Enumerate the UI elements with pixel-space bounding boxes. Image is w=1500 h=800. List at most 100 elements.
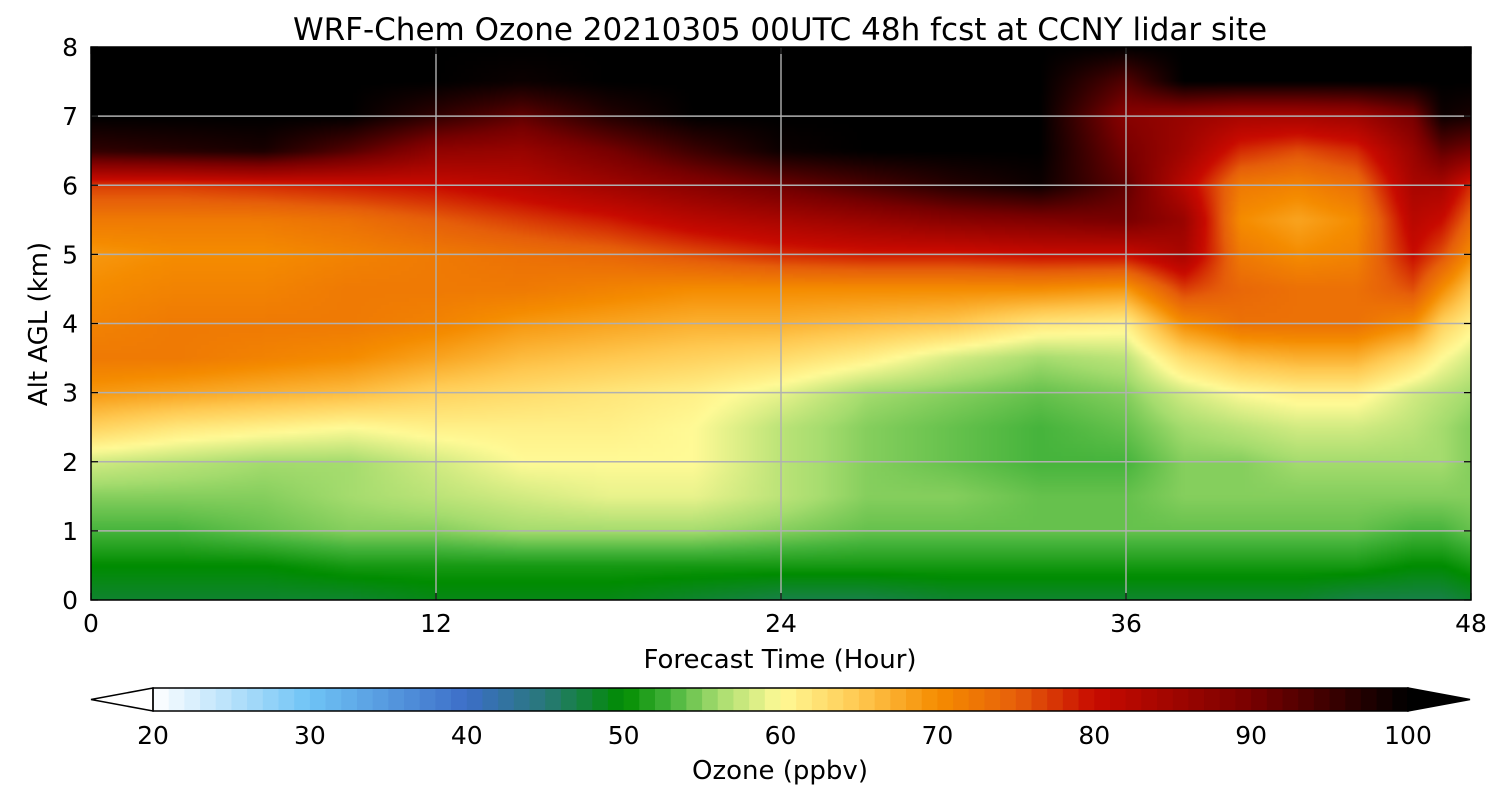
colorbar-segment [796, 688, 813, 711]
y-tick-label: 8 [62, 33, 78, 62]
colorbar-segment [890, 688, 907, 711]
colorbar-segment [153, 688, 170, 711]
colorbar-segment [372, 688, 389, 711]
colorbar-segment [513, 688, 531, 711]
colorbar-segment [215, 688, 233, 711]
x-tick-label: 24 [765, 609, 797, 638]
colorbar-segment [309, 688, 327, 711]
colorbar-segment [451, 688, 468, 711]
x-tick-label: 12 [420, 609, 452, 638]
x-axis-label: Forecast Time (Hour) [643, 645, 916, 675]
colorbar-segment [749, 688, 766, 711]
colorbar-segment [1376, 688, 1393, 711]
x-tick-label: 48 [1455, 609, 1487, 638]
colorbar-segment [686, 688, 703, 711]
colorbar-segment [498, 688, 515, 711]
colorbar-segment [404, 688, 421, 711]
x-axis-ticks: 0 12 24 36 48 [83, 47, 1487, 638]
colorbar-segment [184, 688, 201, 711]
y-axis-label: Alt AGL (km) [24, 242, 54, 406]
colorbar-segment [200, 688, 217, 711]
colorbar-segment [937, 688, 954, 711]
colorbar-segment [466, 688, 484, 711]
y-tick-label: 6 [62, 171, 78, 200]
y-tick-label: 5 [62, 240, 78, 269]
colorbar-segment [1000, 688, 1017, 711]
colorbar-segment [1172, 688, 1189, 711]
colorbar-segment [874, 688, 891, 711]
colorbar-segment [733, 688, 750, 711]
x-tick-label: 0 [83, 609, 99, 638]
colorbar-segment [1078, 688, 1095, 711]
colorbar-tick-label: 80 [1078, 721, 1110, 750]
colorbar-segment [1141, 688, 1158, 711]
colorbar-tick-label: 100 [1384, 721, 1432, 750]
colorbar-segment [262, 688, 280, 711]
colorbar-segment [968, 688, 986, 711]
x-tick-label: 36 [1110, 609, 1142, 638]
colorbar-segment [953, 688, 970, 711]
colorbar-segment [906, 688, 923, 711]
colorbar-segment [1266, 688, 1284, 711]
colorbar-extend-low [90, 687, 154, 712]
colorbar-segment [827, 688, 844, 711]
colorbar-segment [482, 688, 499, 711]
y-axis-ticks: 0 1 2 3 4 5 6 7 8 [62, 33, 1471, 615]
colorbar-segment [278, 688, 295, 711]
colorbar-segment [576, 688, 593, 711]
colorbar-segment [921, 688, 938, 711]
colorbar-segment [592, 688, 609, 711]
colorbar-segment [1360, 688, 1378, 711]
y-tick-label: 0 [62, 586, 78, 615]
colorbar-segment [780, 688, 797, 711]
colorbar-segment [1047, 688, 1064, 711]
colorbar-tick-label: 90 [1235, 721, 1267, 750]
colorbar-segment [325, 688, 342, 711]
y-tick-label: 2 [62, 448, 78, 477]
colorbar-segment [858, 688, 876, 711]
colorbar-segment [764, 688, 782, 711]
colorbar-segment [843, 688, 860, 711]
colorbar [90, 687, 1471, 712]
colorbar-segment [1345, 688, 1362, 711]
colorbar-segment [702, 688, 719, 711]
grid-lines [91, 47, 1471, 600]
colorbar-segment [1031, 688, 1048, 711]
y-tick-label: 3 [62, 379, 78, 408]
colorbar-segment [1282, 688, 1299, 711]
colorbar-segment [560, 688, 578, 711]
y-tick-label: 7 [62, 102, 78, 131]
colorbar-tick-label: 50 [608, 721, 640, 750]
colorbar-segment [1329, 688, 1346, 711]
colorbar-segment [1251, 688, 1268, 711]
colorbar-segment [435, 688, 452, 711]
colorbar-frame [152, 687, 1409, 712]
colorbar-segment [1204, 688, 1221, 711]
colorbar-segment [1157, 688, 1174, 711]
colorbar-segment [247, 688, 264, 711]
colorbar-tick-label: 20 [137, 721, 169, 750]
colorbar-segment [1125, 688, 1142, 711]
colorbar-label: Ozone (ppbv) [692, 756, 868, 786]
colorbar-segment [545, 688, 562, 711]
colorbar-segment [623, 688, 640, 711]
colorbar-segment [1015, 688, 1033, 711]
colorbar-ticks: 20 30 40 50 60 70 80 90 100 [137, 721, 1432, 750]
colorbar-segment [655, 688, 672, 711]
colorbar-segment [231, 688, 248, 711]
colorbar-segment [1062, 688, 1080, 711]
y-tick-label: 1 [62, 517, 78, 546]
colorbar-segment [1094, 688, 1111, 711]
colorbar-segment [1313, 688, 1331, 711]
colorbar-segment [168, 688, 185, 711]
colorbar-segment [811, 688, 829, 711]
colorbar-segment [1219, 688, 1237, 711]
colorbar-segment [984, 688, 1001, 711]
colorbar-segment [670, 688, 687, 711]
colorbar-segment [717, 688, 735, 711]
colorbar-tick-label: 40 [451, 721, 483, 750]
colorbar-segment [419, 688, 436, 711]
colorbar-segment [1109, 688, 1127, 711]
colorbar-segment [356, 688, 374, 711]
